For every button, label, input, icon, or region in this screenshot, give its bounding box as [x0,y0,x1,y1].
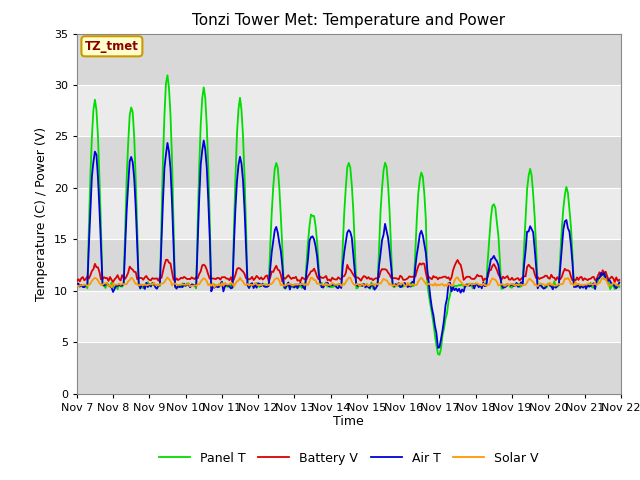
Air T [254,280,262,286]
Solar V [108,284,115,290]
Air T [236,154,244,160]
Battery V [312,269,319,275]
Panel T [236,95,244,101]
Bar [77,240,621,291]
Panel T [140,285,147,291]
Solar V [236,275,244,281]
Bar [77,291,621,342]
Air T [73,281,81,287]
Air T [200,138,207,144]
Panel T [73,280,81,286]
Air T [264,284,271,289]
Air T [616,280,623,286]
Battery V [611,279,619,285]
Solar V [588,281,596,287]
Solar V [73,283,81,288]
Panel T [254,283,262,289]
Solar V [141,281,148,287]
Battery V [236,266,244,272]
Battery V [73,278,81,284]
Air T [312,243,319,249]
Air T [434,345,442,351]
Panel T [312,223,319,228]
Line: Solar V: Solar V [77,277,620,287]
Battery V [264,273,271,278]
Panel T [164,72,172,78]
Line: Air T: Air T [77,141,620,348]
Bar [77,34,621,85]
Battery V [616,277,623,283]
Text: TZ_tmet: TZ_tmet [85,40,139,53]
Panel T [616,284,623,290]
Solar V [616,282,623,288]
Y-axis label: Temperature (C) / Power (V): Temperature (C) / Power (V) [35,127,48,300]
Air T [588,282,596,288]
Bar [77,342,621,394]
Battery V [164,257,172,263]
Bar [77,136,621,188]
Solar V [254,283,262,288]
Bar [77,85,621,136]
Line: Battery V: Battery V [77,260,620,282]
Bar [77,188,621,240]
Air T [140,282,147,288]
Panel T [264,282,271,288]
Battery V [140,277,147,283]
Panel T [436,352,444,358]
Panel T [588,284,596,290]
Solar V [312,277,319,283]
Legend: Panel T, Battery V, Air T, Solar V: Panel T, Battery V, Air T, Solar V [154,447,544,469]
Solar V [454,275,461,280]
Battery V [254,275,262,280]
Line: Panel T: Panel T [77,75,620,355]
Battery V [587,276,595,282]
Solar V [264,282,271,288]
Title: Tonzi Tower Met: Temperature and Power: Tonzi Tower Met: Temperature and Power [192,13,506,28]
X-axis label: Time: Time [333,415,364,429]
